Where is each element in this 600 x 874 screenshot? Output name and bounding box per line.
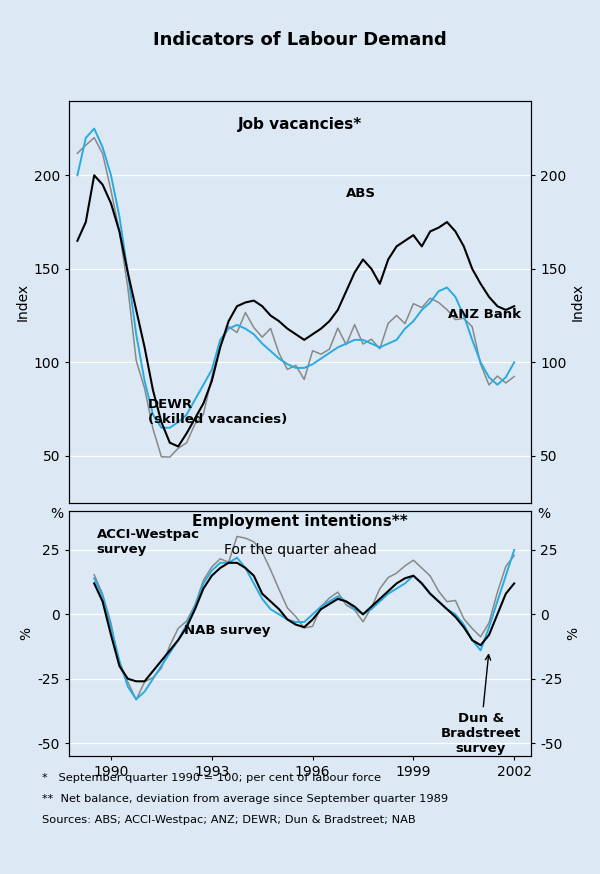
- Y-axis label: Index: Index: [571, 282, 584, 321]
- Text: ABS: ABS: [346, 187, 376, 200]
- Text: **  Net balance, deviation from average since September quarter 1989: ** Net balance, deviation from average s…: [42, 794, 448, 803]
- Y-axis label: %: %: [566, 627, 581, 641]
- Text: Dun &
Bradstreet
survey: Dun & Bradstreet survey: [440, 655, 521, 755]
- Text: %: %: [50, 507, 63, 521]
- Text: *   September quarter 1990 = 100; per cent of labour force: * September quarter 1990 = 100; per cent…: [42, 773, 381, 783]
- Text: NAB survey: NAB survey: [185, 624, 271, 636]
- Text: Job vacancies*: Job vacancies*: [238, 116, 362, 132]
- Text: ANZ Bank: ANZ Bank: [448, 308, 521, 321]
- Text: Indicators of Labour Demand: Indicators of Labour Demand: [153, 31, 447, 49]
- Text: Sources: ABS; ACCI-Westpac; ANZ; DEWR; Dun & Bradstreet; NAB: Sources: ABS; ACCI-Westpac; ANZ; DEWR; D…: [42, 815, 416, 824]
- Y-axis label: %: %: [19, 627, 34, 641]
- Text: %: %: [537, 507, 550, 521]
- Text: Employment intentions**: Employment intentions**: [192, 514, 408, 529]
- Y-axis label: Index: Index: [16, 282, 29, 321]
- Text: DEWR
(skilled vacancies): DEWR (skilled vacancies): [148, 398, 287, 426]
- Text: ACCI-Westpac
survey: ACCI-Westpac survey: [97, 529, 200, 557]
- Text: For the quarter ahead: For the quarter ahead: [224, 543, 376, 557]
